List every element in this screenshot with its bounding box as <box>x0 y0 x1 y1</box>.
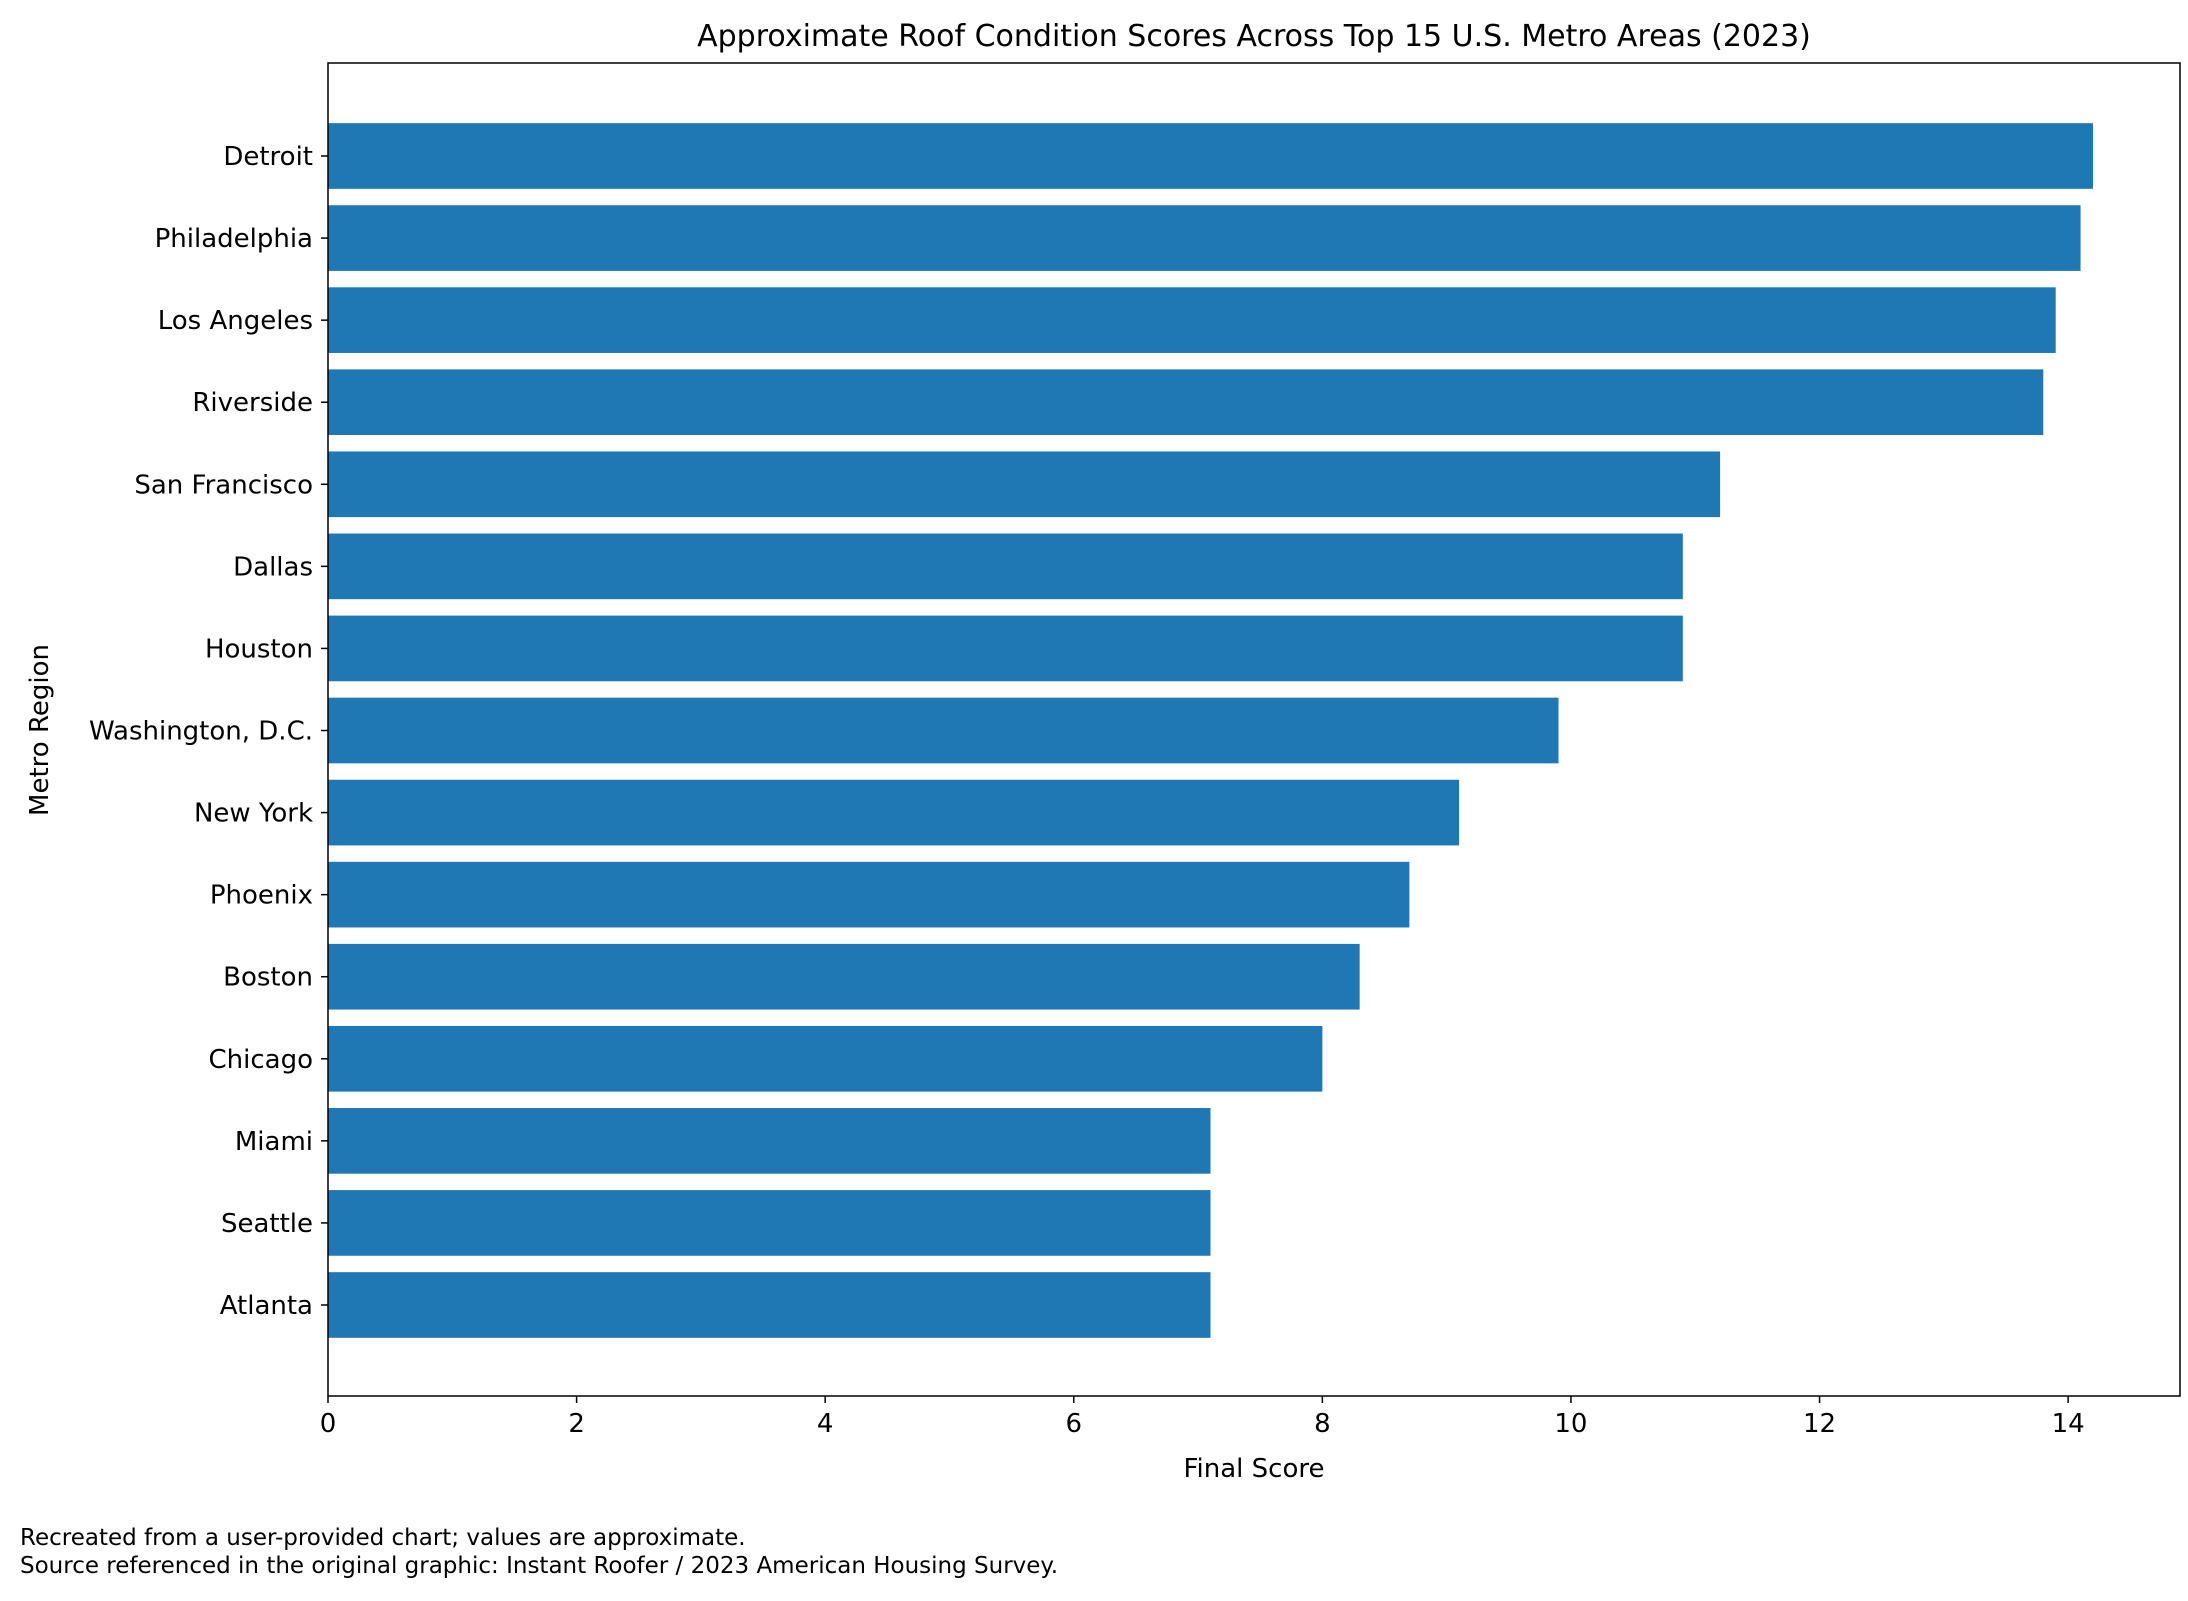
y-tick-label: Boston <box>223 963 313 993</box>
x-tick-label: 14 <box>2052 1409 2085 1439</box>
bar-miami <box>328 1108 1211 1174</box>
footnote-approximate: Recreated from a user-provided chart; va… <box>20 1525 746 1551</box>
bar-riverside <box>328 369 2044 436</box>
y-tick-label: Houston <box>205 634 313 664</box>
bar-seattle <box>328 1190 1211 1256</box>
bar-phoenix <box>328 861 1410 928</box>
x-tick-label: 6 <box>1065 1409 1082 1439</box>
bar-los-angeles <box>328 287 2056 353</box>
x-tick-label: 12 <box>1803 1409 1836 1439</box>
x-axis-label: Final Score <box>1183 1454 1324 1484</box>
bar-atlanta <box>328 1272 1211 1338</box>
x-tick-label: 0 <box>320 1409 337 1439</box>
y-tick-label: Seattle <box>221 1209 313 1239</box>
x-tick-label: 2 <box>568 1409 585 1439</box>
bar-boston <box>328 943 1360 1010</box>
bar-detroit <box>328 123 2093 189</box>
chart-title: Approximate Roof Condition Scores Across… <box>697 19 1811 54</box>
y-tick-label: Phoenix <box>210 881 313 911</box>
y-tick-label: Detroit <box>223 142 313 172</box>
x-tick-label: 10 <box>1554 1409 1587 1439</box>
ticks-layer: Detroit Philadelphia Los Angeles Riverside S… <box>89 142 2085 1439</box>
y-tick-label: Atlanta <box>220 1291 313 1321</box>
y-axis-label: Metro Region <box>25 644 55 816</box>
x-tick-label: 4 <box>817 1409 834 1439</box>
y-tick-label: New York <box>194 799 313 829</box>
y-tick-label: Chicago <box>209 1045 314 1075</box>
bars-layer <box>328 123 2093 1338</box>
y-tick-label: Riverside <box>192 388 313 418</box>
y-tick-label: Miami <box>235 1127 313 1157</box>
bar-washington-d-c <box>328 697 1559 764</box>
bar-new-york <box>328 779 1460 846</box>
bar-houston <box>328 615 1683 682</box>
y-tick-label: Los Angeles <box>158 306 313 336</box>
plot-frame <box>327 62 2181 1397</box>
y-tick-label: Philadelphia <box>155 224 313 254</box>
y-tick-label: Dallas <box>233 552 313 582</box>
footnote-source: Source referenced in the original graphi… <box>20 1553 1059 1579</box>
bar-chicago <box>328 1025 1323 1092</box>
x-tick-label: 8 <box>1314 1409 1331 1439</box>
bar-philadelphia <box>328 205 2081 271</box>
y-tick-label: Washington, D.C. <box>89 717 313 747</box>
bar-san-francisco <box>328 451 1721 518</box>
y-tick-label: San Francisco <box>134 470 313 500</box>
bar-dallas <box>328 533 1683 600</box>
